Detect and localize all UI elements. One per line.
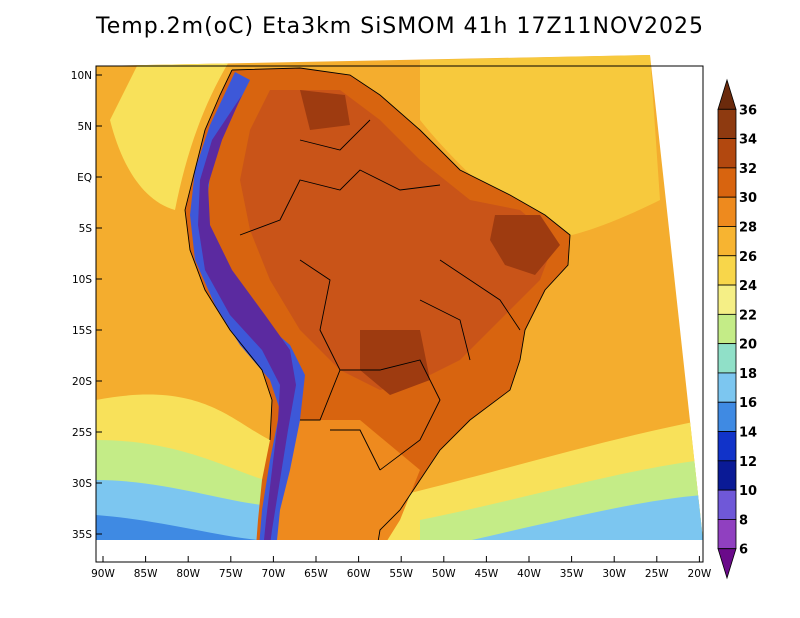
lon-tick-label: 55W (389, 568, 413, 580)
colorbar-swatch (717, 343, 737, 374)
colorbar-swatch (717, 255, 737, 286)
land-southern-cone (275, 420, 420, 540)
lon-tick-label: 90W (91, 568, 115, 580)
colorbar-label: 30 (739, 191, 757, 206)
colorbar-swatch (717, 460, 737, 491)
lon-tick-label: 60W (347, 568, 371, 580)
lat-tick-label: 5N (77, 121, 92, 133)
ocean-atlantic-warm (420, 55, 660, 240)
colorbar-label: 10 (739, 484, 757, 499)
lat-tick-label: 25S (72, 427, 92, 439)
colorbar-label: 14 (739, 426, 757, 441)
colorbar-label: 36 (739, 103, 757, 118)
lat-tick-label: EQ (77, 172, 92, 184)
colorbar-label: 28 (739, 220, 757, 235)
ocean-band-se-blue (450, 495, 703, 540)
lat-tick-label: 30S (72, 478, 92, 490)
lon-tick-label: 20W (688, 568, 712, 580)
lat-tick-label: 35S (72, 529, 92, 541)
lon-tick-label: 45W (475, 568, 499, 580)
lon-tick-label: 35W (560, 568, 584, 580)
colorbar-swatch (717, 548, 737, 580)
colorbar-swatch (717, 284, 737, 315)
ocean-band-cyan (96, 480, 262, 540)
lon-tick-label: 70W (262, 568, 286, 580)
colorbar-swatch (717, 138, 737, 169)
colorbar-label: 26 (739, 250, 757, 265)
lat-tick-label: 5S (79, 223, 93, 235)
map-frame (95, 65, 704, 563)
colorbar-label: 20 (739, 338, 757, 353)
colorbar-swatch (717, 226, 737, 257)
lon-tick-label: 50W (432, 568, 456, 580)
colorbar-swatch (717, 167, 737, 198)
map-field (96, 55, 703, 540)
colorbar-label: 12 (739, 455, 757, 470)
colorbar-swatch (717, 489, 737, 520)
land-hot-interior (240, 90, 555, 390)
latitude-axis: 10N 5N EQ 5S 10S 15S 20S 25S 30S 35S (71, 70, 102, 541)
country-borders (184, 67, 571, 540)
colorbar-swatch (717, 313, 737, 345)
colorbar-swatch (717, 196, 737, 227)
colorbar-label: 6 (739, 543, 748, 558)
colorbar-swatch (717, 108, 737, 139)
lon-tick-label: 85W (134, 568, 158, 580)
lon-tick-label: 30W (602, 568, 626, 580)
colorbar-swatch (717, 519, 737, 550)
colorbar-swatch (717, 372, 737, 403)
colorbar-label: 32 (739, 162, 757, 177)
lat-tick-label: 10S (72, 274, 92, 286)
lon-tick-label: 40W (517, 568, 541, 580)
lat-tick-label: 10N (71, 70, 92, 82)
lat-tick-label: 20S (72, 376, 92, 388)
ocean-pacific-cool (110, 60, 230, 210)
colorbar-label: 22 (739, 308, 757, 323)
colorbar-label: 16 (739, 396, 757, 411)
colorbar-swatch (717, 431, 737, 462)
lon-tick-label: 25W (645, 568, 669, 580)
colorbar-label: 34 (739, 133, 757, 148)
longitude-axis: 90W 85W 80W 75W 70W 65W 60W 55W 50W 45W 40W 35W 30W 2… (91, 556, 712, 580)
lon-tick-label: 80W (176, 568, 200, 580)
map-title: Temp.2m(oC) Eta3km SiSMOM 41h 17Z11NOV20… (96, 14, 704, 39)
colorbar-swatch (717, 78, 737, 110)
land-hottest-northeast (490, 215, 560, 275)
lon-tick-label: 75W (219, 568, 243, 580)
andes-coldest-core (198, 95, 296, 540)
colorbar: 36 34 32 30 28 26 24 22 20 18 16 14 12 10 8 6 (717, 78, 757, 580)
ocean-band-blue (96, 515, 258, 540)
lat-tick-label: 15S (72, 325, 92, 337)
land-hottest-center (360, 330, 430, 395)
colorbar-swatch (717, 401, 737, 432)
colorbar-label: 24 (739, 279, 757, 294)
colorbar-label: 8 (739, 513, 748, 528)
colorbar-label: 18 (739, 367, 757, 382)
lon-tick-label: 65W (304, 568, 328, 580)
land-hottest-north (300, 90, 350, 130)
